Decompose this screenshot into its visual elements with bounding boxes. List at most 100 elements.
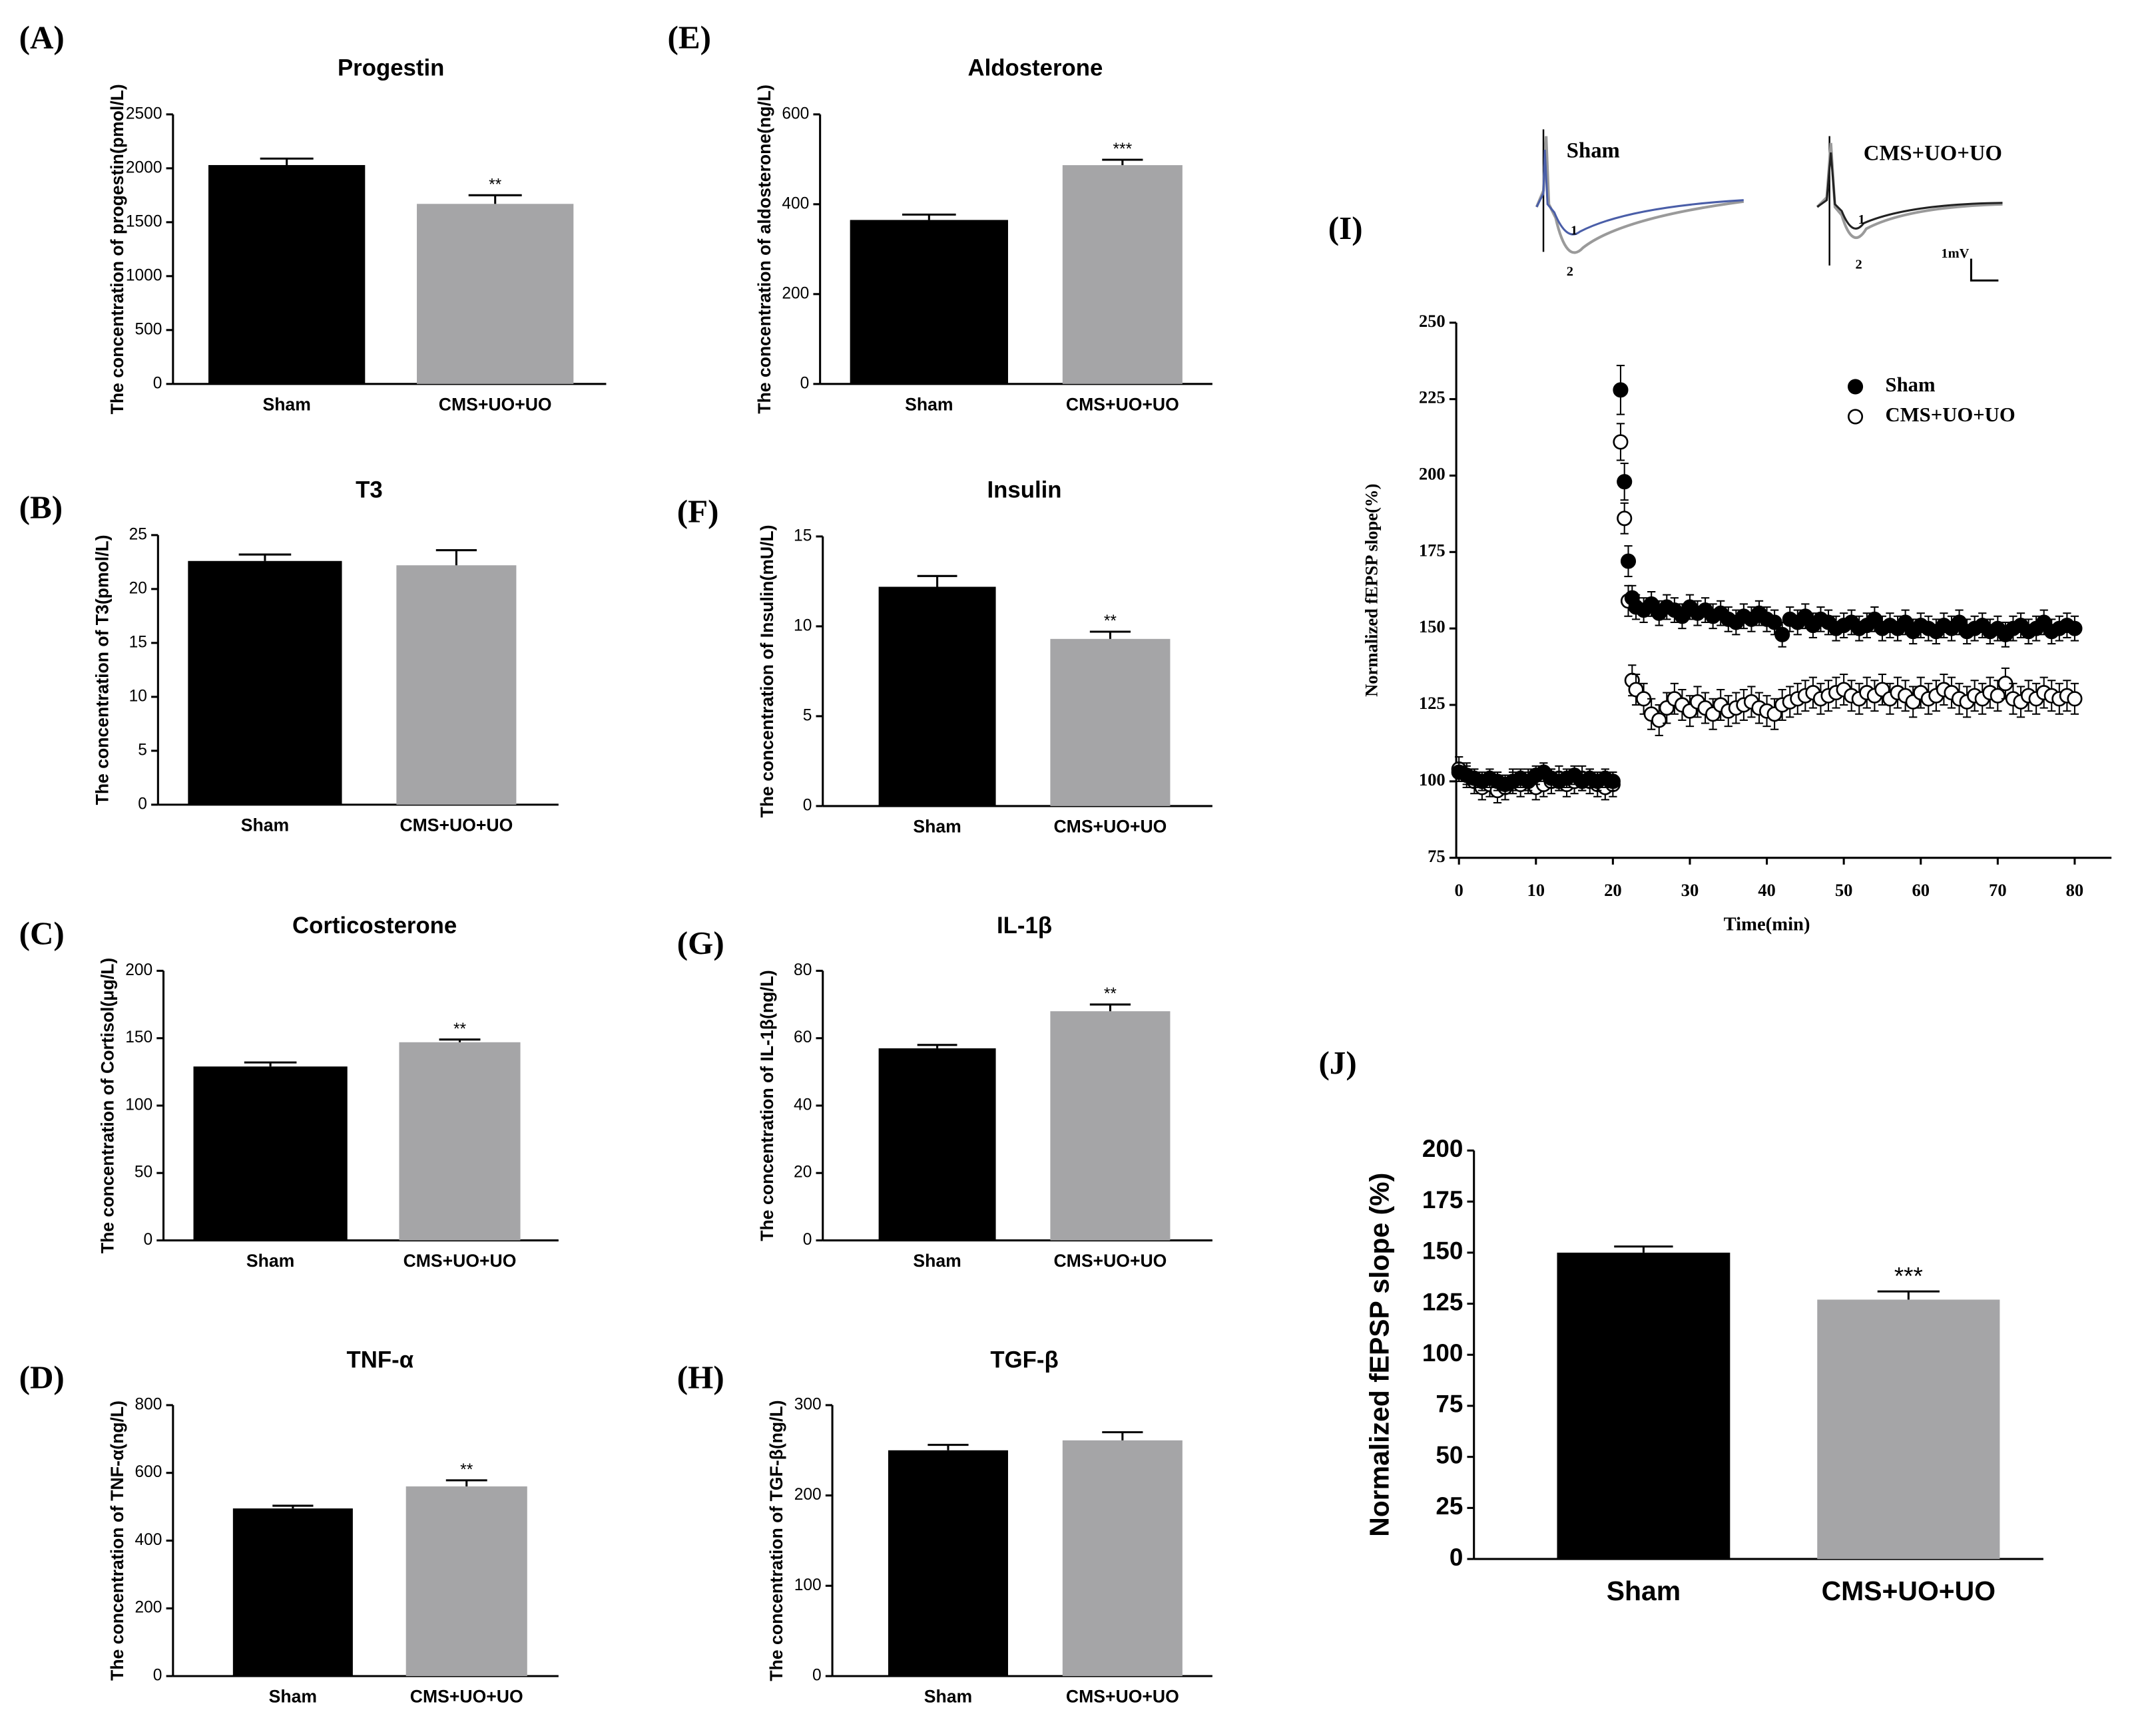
panel-label: (B): [19, 489, 63, 525]
point: [2067, 620, 2083, 636]
x-tick-label: CMS+UO+UO: [1053, 817, 1167, 837]
bar: [405, 1486, 527, 1676]
point: [1605, 773, 1621, 789]
x-tick-label: CMS+UO+UO: [410, 1687, 523, 1707]
y-tick-label: 0: [803, 1231, 812, 1249]
chart-title: TNF-α: [347, 1348, 414, 1373]
y-tick-label: 125: [1419, 693, 1446, 713]
y-tick-label: 0: [153, 374, 162, 392]
significance: **: [1104, 985, 1117, 1003]
inset-traces: [1535, 129, 2003, 282]
x-tick-label: 20: [1604, 880, 1622, 900]
legend-label: Sham: [1886, 373, 1936, 396]
y-tick-label: 15: [129, 633, 147, 651]
chart-title: Insulin: [987, 478, 1062, 503]
y-tick-label: 10: [794, 616, 812, 634]
significance: ***: [1113, 140, 1133, 158]
y-tick-label: 150: [125, 1028, 152, 1046]
y-tick-label: 25: [129, 525, 147, 543]
chart-title: Corticosterone: [292, 913, 457, 939]
x-tick-label: 60: [1912, 880, 1930, 900]
y-tick-label: 125: [1422, 1288, 1463, 1315]
panel-label: (E): [668, 19, 711, 56]
point: [1990, 688, 2005, 704]
point: [1620, 553, 1637, 569]
inset-label: 1: [1571, 223, 1577, 238]
y-tick-label: 2500: [126, 105, 162, 122]
bar: [396, 565, 517, 805]
chart-title: Aldosterone: [967, 56, 1103, 81]
x-tick-label: 80: [2066, 880, 2084, 900]
y-tick-label: 250: [1419, 311, 1446, 331]
y-tick-label: 2000: [126, 158, 162, 176]
bar: [399, 1042, 521, 1241]
y-tick-label: 150: [1419, 616, 1446, 636]
x-tick-label: 40: [1758, 880, 1776, 900]
y-axis-label: The concentration of T3(pmol/L): [93, 535, 113, 805]
y-tick-label: 5: [138, 741, 147, 759]
y-axis-label: The concentration of aldosterone(ng/L): [754, 85, 774, 414]
x-tick-label: Sham: [241, 815, 289, 835]
x-tick-label: CMS+UO+UO: [1053, 1251, 1167, 1271]
point: [1617, 474, 1633, 490]
bar: [1557, 1252, 1731, 1560]
y-tick-label: 0: [803, 796, 812, 814]
chart-title: IL-1β: [997, 913, 1052, 939]
inset-label: Sham: [1567, 139, 1620, 163]
y-tick-label: 200: [135, 1599, 162, 1617]
y-tick-label: 500: [135, 320, 162, 338]
panel-label: (J): [1318, 1044, 1356, 1081]
y-tick-label: 175: [1422, 1186, 1463, 1213]
x-tick-label: Sham: [262, 395, 310, 415]
significance: **: [1104, 612, 1117, 630]
bar: [208, 164, 366, 384]
y-tick-label: 100: [1422, 1339, 1463, 1367]
x-tick-label: CMS+UO+UO: [400, 815, 513, 835]
y-tick-label: 400: [782, 194, 809, 212]
y-tick-label: 15: [794, 527, 812, 544]
y-axis-label: Normalized fEPSP slope(%): [1361, 484, 1381, 697]
x-tick-label: Sham: [246, 1251, 294, 1271]
point: [1651, 712, 1667, 728]
bar: [232, 1508, 353, 1676]
x-tick-label: 50: [1835, 880, 1853, 900]
y-axis-label: The concentration of TGF-β(ng/L): [766, 1400, 786, 1681]
legend-marker: [1847, 409, 1864, 425]
y-tick-label: 0: [153, 1666, 162, 1684]
y-tick-label: 600: [782, 105, 809, 122]
x-axis-label: Time(min): [1724, 914, 1810, 935]
x-tick-label: 30: [1681, 880, 1699, 900]
panel-label: (H): [677, 1359, 724, 1395]
bar: [878, 586, 996, 806]
inset-label: CMS+UO+UO: [1864, 142, 2002, 166]
panel-label: (I): [1328, 210, 1363, 246]
y-axis-label: Normalized fEPSP slope (%): [1364, 1173, 1394, 1537]
point: [1617, 511, 1633, 527]
x-tick-label: Sham: [905, 395, 953, 415]
point: [1774, 626, 1790, 642]
y-axis-label: The concentration of IL-1β(ng/L): [757, 970, 777, 1241]
y-tick-label: 1000: [126, 266, 162, 284]
y-tick-label: 75: [1428, 846, 1446, 866]
y-tick-label: 800: [135, 1395, 162, 1413]
y-tick-label: 400: [135, 1531, 162, 1549]
chart-title: TGF-β: [990, 1348, 1058, 1373]
bar: [1050, 1011, 1171, 1241]
y-tick-label: 0: [812, 1666, 822, 1684]
inset-label: 2: [1567, 264, 1573, 279]
bar: [1062, 1440, 1183, 1676]
panel-label: (A): [19, 19, 65, 56]
bar: [888, 1450, 1008, 1676]
x-tick-label: Sham: [913, 817, 961, 837]
y-tick-label: 100: [125, 1096, 152, 1114]
legend-marker: [1847, 379, 1864, 395]
bar: [1062, 165, 1183, 384]
y-tick-label: 200: [125, 961, 152, 979]
x-tick-label: CMS+UO+UO: [439, 395, 552, 415]
y-tick-label: 10: [129, 687, 147, 705]
y-tick-label: 175: [1419, 540, 1446, 560]
x-tick-label: Sham: [269, 1687, 317, 1707]
y-tick-label: 5: [803, 706, 812, 724]
x-tick-label: Sham: [1607, 1576, 1681, 1606]
